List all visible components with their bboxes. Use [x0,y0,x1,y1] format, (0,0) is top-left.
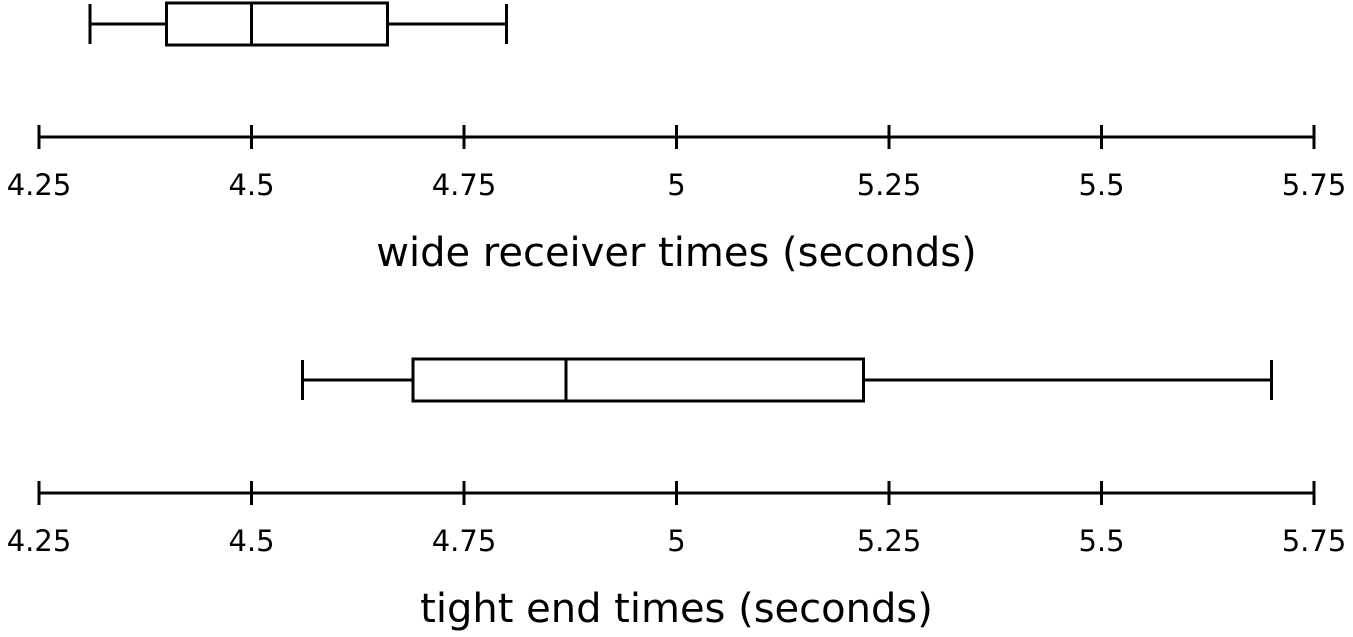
axis-title: tight end times (seconds) [420,586,933,632]
x-tick-label: 5 [667,168,685,202]
x-tick-label: 4.25 [7,524,72,558]
x-tick-label: 5.5 [1078,168,1124,202]
x-tick-label: 5.75 [1282,168,1347,202]
x-tick-label: 5.25 [857,168,922,202]
x-tick-label: 5 [667,524,685,558]
x-tick-label: 5.75 [1282,524,1347,558]
box [411,357,865,403]
box [165,1,389,47]
x-tick-label: 5.25 [857,524,922,558]
axis-title: wide receiver times (seconds) [376,230,977,276]
x-tick-label: 4.5 [228,524,274,558]
x-tick-label: 4.75 [432,168,497,202]
x-tick-label: 4.25 [7,168,72,202]
x-tick-label: 4.75 [432,524,497,558]
x-tick-label: 4.5 [228,168,274,202]
x-tick-label: 5.5 [1078,524,1124,558]
